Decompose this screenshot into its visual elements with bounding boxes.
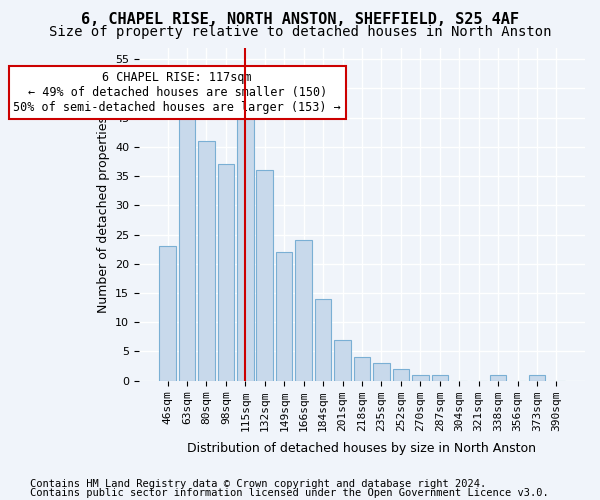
X-axis label: Distribution of detached houses by size in North Anston: Distribution of detached houses by size … [187, 442, 536, 455]
Text: 6 CHAPEL RISE: 117sqm
← 49% of detached houses are smaller (150)
50% of semi-det: 6 CHAPEL RISE: 117sqm ← 49% of detached … [13, 71, 341, 114]
Bar [412, 375, 428, 380]
Bar [392, 369, 409, 380]
Bar [315, 299, 331, 380]
Bar [198, 141, 215, 380]
Text: 6, CHAPEL RISE, NORTH ANSTON, SHEFFIELD, S25 4AF: 6, CHAPEL RISE, NORTH ANSTON, SHEFFIELD,… [81, 12, 519, 28]
Bar [237, 118, 254, 380]
Bar [431, 375, 448, 380]
Text: Size of property relative to detached houses in North Anston: Size of property relative to detached ho… [49, 25, 551, 39]
Bar [295, 240, 312, 380]
Bar [529, 375, 545, 380]
Bar [354, 358, 370, 380]
Text: Contains HM Land Registry data © Crown copyright and database right 2024.: Contains HM Land Registry data © Crown c… [30, 479, 486, 489]
Bar [373, 363, 390, 380]
Bar [218, 164, 234, 380]
Bar [159, 246, 176, 380]
Bar [490, 375, 506, 380]
Bar [256, 170, 273, 380]
Y-axis label: Number of detached properties: Number of detached properties [97, 116, 110, 312]
Text: Contains public sector information licensed under the Open Government Licence v3: Contains public sector information licen… [30, 488, 549, 498]
Bar [334, 340, 351, 380]
Bar [276, 252, 292, 380]
Bar [179, 118, 195, 380]
